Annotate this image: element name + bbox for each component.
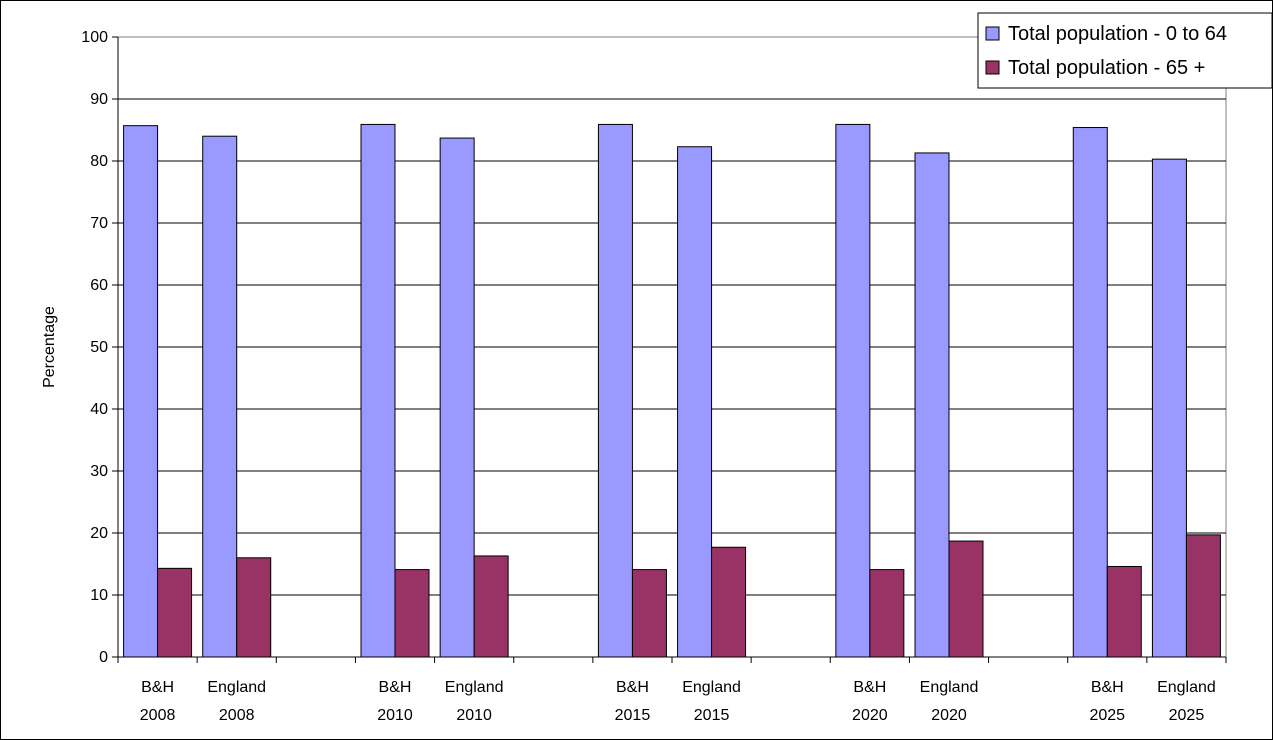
x-tick-label-year: 2010 xyxy=(456,707,492,724)
legend-swatch-0-64 xyxy=(985,26,1000,41)
y-tick-label: 90 xyxy=(90,91,108,108)
y-tick-label: 10 xyxy=(90,587,108,604)
x-tick-label-region: B&H xyxy=(853,679,886,696)
legend-label-0-64: Total population - 0 to 64 xyxy=(1008,23,1227,45)
axes xyxy=(112,36,1227,663)
bar-0-64 xyxy=(1072,127,1108,658)
x-tick-label-year: 2025 xyxy=(1089,707,1125,724)
gridlines xyxy=(118,98,1226,596)
x-tick-label-region: England xyxy=(920,679,979,696)
bar-0-64 xyxy=(202,135,238,658)
legend-swatch-65-plus xyxy=(985,60,1000,75)
bar-0-64 xyxy=(360,123,396,658)
bars xyxy=(123,123,1221,658)
y-tick-label: 0 xyxy=(99,649,108,666)
legend-box xyxy=(977,12,1273,89)
bar-65-plus xyxy=(631,569,667,658)
x-tick-label-year: 2020 xyxy=(931,707,967,724)
x-tick-label-region: B&H xyxy=(379,679,412,696)
x-tick-label-region: B&H xyxy=(141,679,174,696)
x-tick-label-year: 2008 xyxy=(140,707,176,724)
bar-0-64 xyxy=(677,146,713,658)
x-tick-label-region: B&H xyxy=(616,679,649,696)
legend: Total population - 0 to 64 Total populat… xyxy=(977,12,1273,89)
x-tick-label: B&H 2010 xyxy=(377,679,413,724)
bar-65-plus xyxy=(473,555,509,658)
bar-0-64 xyxy=(835,123,871,658)
bar-65-plus xyxy=(711,546,747,658)
x-tick-label-year: 2020 xyxy=(852,707,888,724)
x-tick-label-year: 2015 xyxy=(615,707,651,724)
y-tick-label: 70 xyxy=(90,215,108,232)
x-tick-label-year: 2010 xyxy=(377,707,413,724)
legend-label-65-plus: Total population - 65 + xyxy=(1008,57,1205,79)
x-tick-labels: B&H 2008 England 2008 B&H 2010 England 2010 B&H 2… xyxy=(140,679,1216,724)
x-tick-label-region: England xyxy=(682,679,741,696)
x-tick-label-region: England xyxy=(445,679,504,696)
y-tick-label: 60 xyxy=(90,277,108,294)
x-tick-label: B&H 2015 xyxy=(615,679,651,724)
y-tick-labels: 0 10 20 30 40 50 60 70 80 90 100 xyxy=(81,29,108,666)
x-tick-label: England 2008 xyxy=(207,679,266,724)
x-tick-label-region: England xyxy=(207,679,266,696)
y-tick-label: 80 xyxy=(90,153,108,170)
bar-0-64 xyxy=(439,137,475,658)
y-tick-label: 50 xyxy=(90,339,108,356)
x-tick-label: England 2025 xyxy=(1157,679,1216,724)
bar-0-64 xyxy=(914,152,950,658)
y-axis-label: Percentage xyxy=(41,306,58,388)
x-tick-label-year: 2015 xyxy=(694,707,730,724)
y-tick-label: 40 xyxy=(90,401,108,418)
y-tick-label: 20 xyxy=(90,525,108,542)
x-tick-label: England 2010 xyxy=(445,679,504,724)
x-tick-label: B&H 2020 xyxy=(852,679,888,724)
x-tick-label-year: 2008 xyxy=(219,707,255,724)
bar-65-plus xyxy=(394,569,430,658)
x-tick-label: England 2015 xyxy=(682,679,741,724)
x-tick-label: B&H 2008 xyxy=(140,679,176,724)
bar-65-plus xyxy=(236,557,272,658)
x-tick-label-region: B&H xyxy=(1091,679,1124,696)
bar-0-64 xyxy=(597,123,633,658)
x-tick-label-year: 2025 xyxy=(1169,707,1205,724)
x-tick-label: England 2020 xyxy=(920,679,979,724)
bar-0-64 xyxy=(123,125,159,658)
bar-65-plus xyxy=(1185,534,1221,658)
bar-65-plus xyxy=(869,569,905,658)
bar-65-plus xyxy=(1106,565,1142,658)
bar-0-64 xyxy=(1151,158,1187,658)
bar-65-plus xyxy=(157,567,193,658)
y-tick-label: 30 xyxy=(90,463,108,480)
bar-65-plus xyxy=(948,540,984,658)
x-tick-label: B&H 2025 xyxy=(1089,679,1125,724)
x-tick-label-region: England xyxy=(1157,679,1216,696)
y-tick-label: 100 xyxy=(81,29,108,46)
